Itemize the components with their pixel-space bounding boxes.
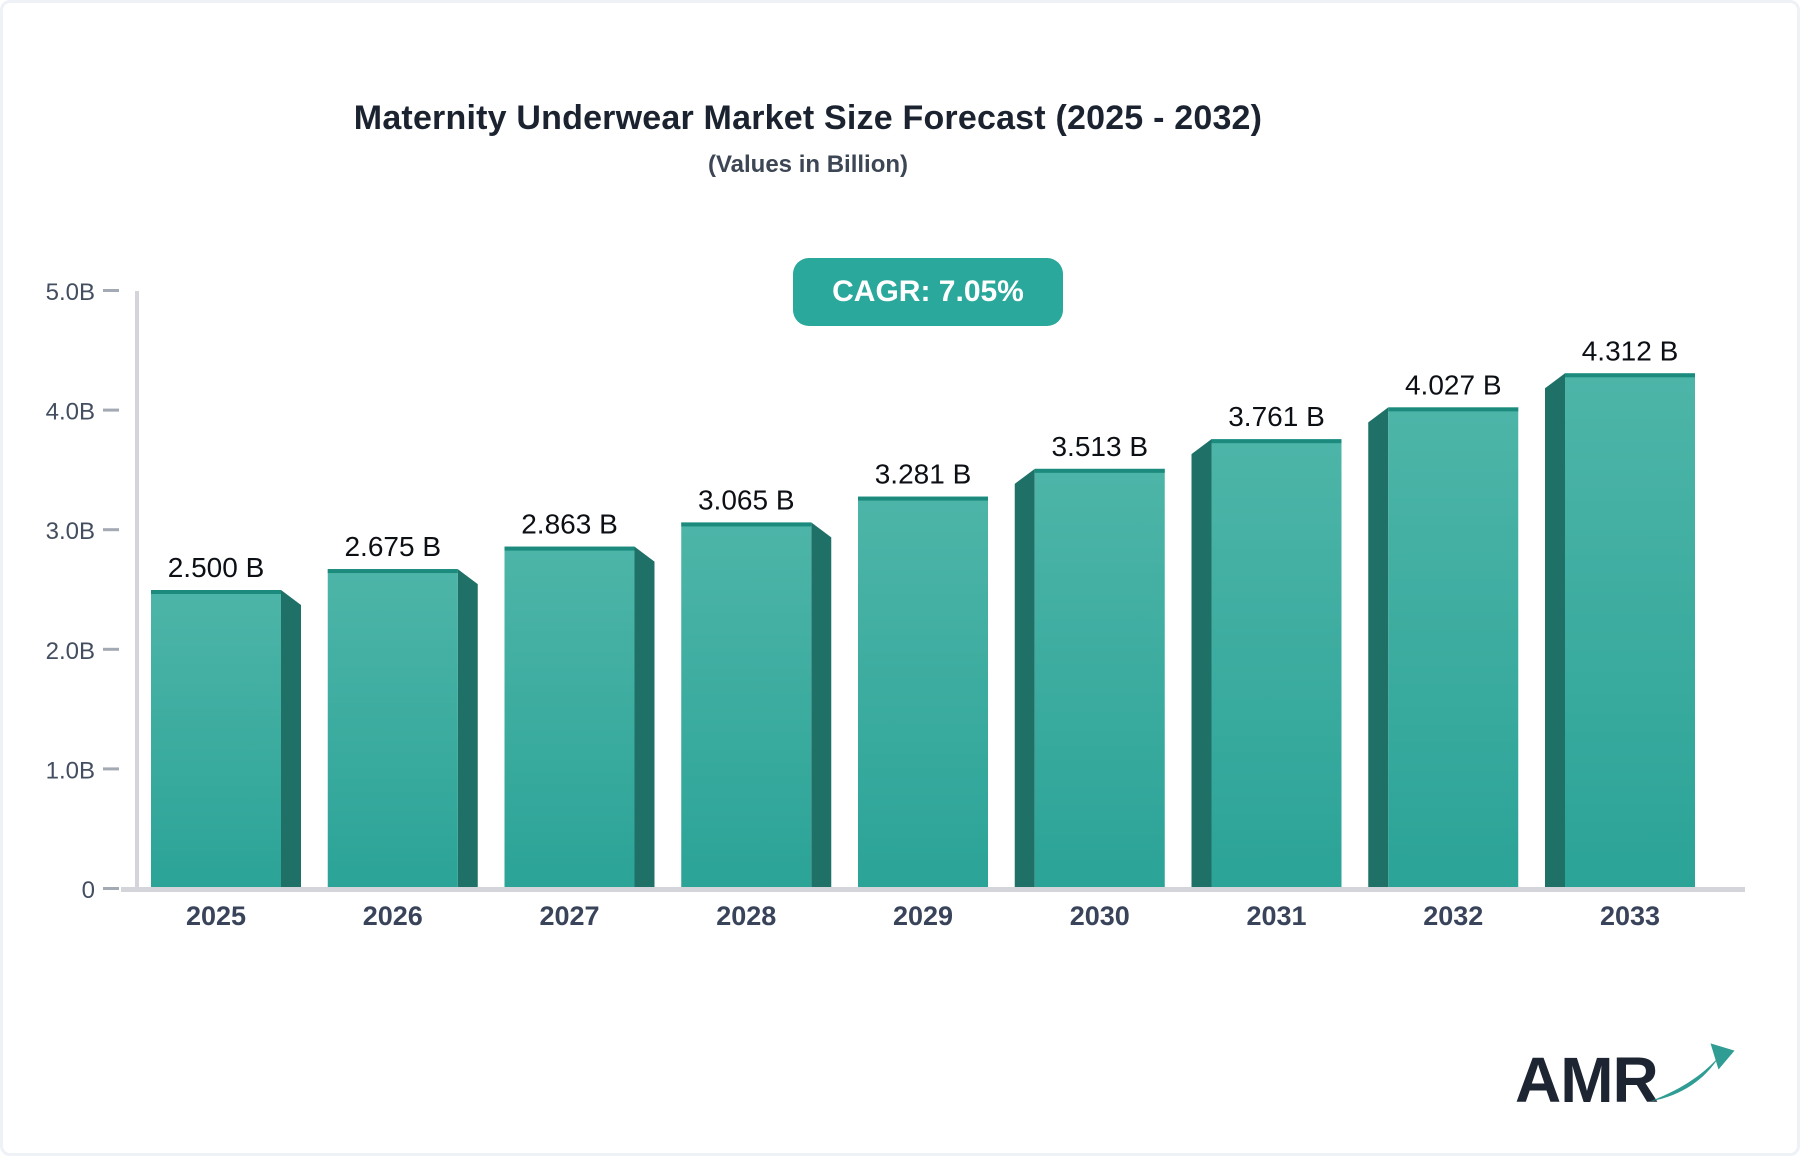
- y-tick: [103, 408, 119, 412]
- bar-2028: [681, 522, 832, 889]
- y-tick-label: 1.0B: [46, 757, 95, 784]
- amr-logo-text: AMR: [1515, 1044, 1659, 1116]
- bar-face: [858, 496, 988, 889]
- bar-side-face: [281, 590, 301, 889]
- x-axis-label: 2025: [186, 901, 246, 931]
- bar-2029: [858, 496, 988, 889]
- bar-value-label: 2.500 B: [168, 552, 265, 583]
- chart-subtitle: (Values in Billion): [707, 151, 909, 178]
- bar-face: [1565, 373, 1695, 889]
- bar-top-edge: [1034, 468, 1165, 473]
- bar-face: [1388, 407, 1519, 889]
- bar-value-label: 4.312 B: [1582, 335, 1679, 366]
- bar-face: [327, 569, 458, 889]
- bar-top-edge: [1565, 373, 1695, 378]
- amr-logo: AMR: [1515, 1035, 1735, 1125]
- bar-side-face: [634, 546, 655, 889]
- bar-value-label: 4.027 B: [1405, 369, 1502, 400]
- bar-2026: [327, 569, 478, 889]
- bar-side-face: [457, 569, 478, 889]
- cagr-badge: CAGR: 7.05%: [793, 258, 1063, 326]
- y-tick: [103, 647, 119, 651]
- bar-value-label: 3.513 B: [1051, 431, 1148, 462]
- x-axis-label: 2026: [363, 901, 423, 931]
- x-axis-label: 2030: [1070, 901, 1130, 931]
- bar-2031: [1191, 439, 1342, 889]
- bar-face: [1211, 439, 1342, 889]
- trend-up-arrow-icon: [1649, 1043, 1735, 1102]
- chart-title: Maternity Underwear Market Size Forecast…: [353, 99, 1263, 137]
- y-tick: [103, 528, 119, 532]
- bar-side-face: [1545, 373, 1565, 889]
- x-axis-label: 2027: [539, 901, 599, 931]
- y-tick: [103, 887, 119, 890]
- x-axis-label: 2032: [1423, 901, 1483, 931]
- bar-value-label: 3.761 B: [1228, 401, 1325, 432]
- bar-top-edge: [858, 496, 988, 501]
- bar-side-face: [1014, 468, 1035, 889]
- bar-top-edge: [151, 590, 281, 594]
- bar-face: [504, 546, 635, 889]
- bar-top-edge: [1211, 439, 1342, 444]
- bar-2032: [1368, 407, 1519, 889]
- bar-value-label: 2.675 B: [344, 531, 441, 562]
- x-axis-label: 2031: [1246, 901, 1306, 931]
- bar-2025: [151, 590, 301, 889]
- y-tick-label: 3.0B: [46, 518, 95, 545]
- x-axis-line: [121, 887, 1745, 892]
- y-tick-label: 5.0B: [46, 279, 95, 306]
- bar-2027: [504, 546, 655, 889]
- bar-side-face: [811, 522, 832, 889]
- bar-top-edge: [504, 546, 635, 551]
- bar-top-edge: [681, 522, 812, 527]
- y-tick: [103, 767, 119, 771]
- y-tick-label: 4.0B: [46, 399, 95, 426]
- y-axis-line: [135, 291, 139, 889]
- y-tick: [103, 289, 119, 292]
- bar-top-edge: [327, 569, 458, 574]
- bar-face: [681, 522, 812, 889]
- bar-face: [1034, 468, 1165, 889]
- bar-side-face: [1368, 407, 1389, 889]
- x-axis-label: 2033: [1600, 901, 1660, 931]
- bar-2030: [1014, 468, 1165, 889]
- y-tick-label: 2.0B: [46, 638, 95, 665]
- x-axis-label: 2029: [893, 901, 953, 931]
- bar-top-edge: [1388, 407, 1519, 412]
- bar-value-label: 3.065 B: [698, 484, 795, 515]
- x-axis-label: 2028: [716, 901, 776, 931]
- bar-value-label: 3.281 B: [875, 459, 972, 490]
- bar-face: [151, 590, 281, 889]
- bar-side-face: [1191, 439, 1212, 889]
- bar-chart: 0 1.0B 2.0B 3.0B 4.0B 5.0B 2.500 B 2025 2.675 B 2…: [46, 279, 1745, 931]
- y-tick-label: 0: [82, 877, 95, 904]
- bar-value-label: 2.863 B: [521, 509, 618, 540]
- bar-2033: [1545, 373, 1695, 889]
